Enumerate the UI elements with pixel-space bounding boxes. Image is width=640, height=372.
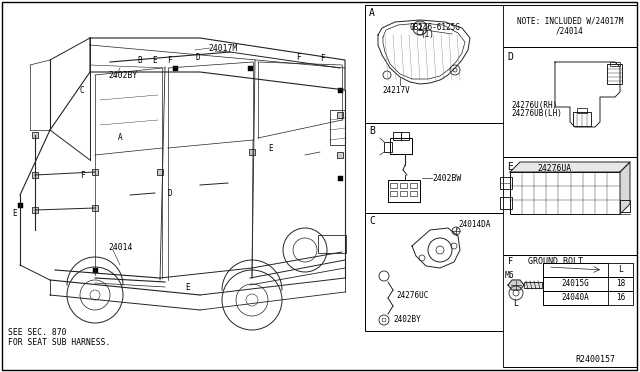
Text: (1): (1) [420,29,434,38]
Text: 2402BY: 2402BY [108,71,137,80]
Text: F: F [167,55,172,64]
Bar [503,157,637,255]
Bar [400,191,407,196]
Bar [577,108,587,113]
Text: 16: 16 [616,294,626,302]
Text: E: E [12,208,17,218]
Bar [388,180,420,202]
Polygon shape [510,162,630,172]
Text: 2402BY: 2402BY [393,315,420,324]
Bar [410,183,417,188]
Text: 24276UB(LH): 24276UB(LH) [511,109,562,118]
Text: D: D [195,52,200,61]
Bar [610,62,620,66]
Bar [500,197,512,209]
Text: NOTE: INCLUDED W/24017M
/24014: NOTE: INCLUDED W/24017M /24014 [517,16,623,35]
Bar [338,88,343,93]
Polygon shape [620,162,630,214]
Bar [543,291,608,305]
Bar [365,213,503,331]
Text: A: A [118,132,123,141]
Bar [390,138,412,154]
Bar [390,183,397,188]
Text: 2: 2 [418,23,422,32]
Text: L: L [619,266,623,275]
Text: 18: 18 [616,279,626,289]
Bar [393,132,401,140]
Bar [92,169,98,175]
Text: L: L [513,298,518,308]
Text: C: C [80,86,84,94]
Text: 24017M: 24017M [208,44,237,52]
Bar [543,277,608,291]
Text: 24040A: 24040A [561,294,589,302]
Bar [157,169,163,175]
Text: B: B [369,126,375,136]
Bar [500,177,512,189]
Text: D: D [507,52,513,62]
Text: 24276UA: 24276UA [538,164,572,173]
Bar [524,282,542,288]
Text: D: D [168,189,173,198]
Bar [337,152,343,158]
Bar [173,66,178,71]
Bar [503,5,637,47]
Text: A: A [369,8,375,18]
Text: E: E [268,144,273,153]
Text: 24217V: 24217V [382,86,410,94]
Bar [318,235,346,253]
Bar [543,263,633,277]
Bar [32,207,38,213]
Bar [543,291,633,305]
Text: F: F [320,54,324,62]
Bar [543,263,608,277]
Text: 0B146-6125G: 0B146-6125G [410,22,461,32]
Bar [503,255,637,367]
Text: B: B [137,55,141,64]
Text: SEE SEC. 870
FOR SEAT SUB HARNESS.: SEE SEC. 870 FOR SEAT SUB HARNESS. [8,328,110,347]
Text: F: F [296,52,301,61]
Bar [410,191,417,196]
Bar [365,5,503,123]
Bar [93,268,98,273]
Text: F: F [80,170,84,180]
Bar [249,149,255,155]
Bar [390,191,397,196]
Bar [573,112,591,126]
Text: 24014DA: 24014DA [458,219,490,228]
Text: E: E [507,162,513,172]
Polygon shape [508,280,524,290]
Bar [503,47,637,157]
Bar [365,123,503,213]
Bar [18,203,23,208]
Bar [338,176,343,181]
Bar [384,142,392,152]
Text: 24276U(RH): 24276U(RH) [511,100,557,109]
Text: F   GROUND BOLT: F GROUND BOLT [508,257,583,266]
Bar [620,200,630,212]
Bar [330,110,345,145]
Bar [510,172,620,214]
Bar [92,205,98,211]
Text: 24276UC: 24276UC [396,292,428,301]
Bar [248,66,253,71]
Bar [607,64,622,84]
Text: 24015G: 24015G [561,279,589,289]
Text: E: E [185,282,189,292]
Bar [400,183,407,188]
Text: R2400157: R2400157 [575,356,615,365]
Text: 24014: 24014 [108,244,132,253]
Text: 2402BW: 2402BW [432,173,461,183]
Bar [401,132,409,140]
Bar [32,172,38,178]
Bar [337,112,343,118]
Bar [32,132,38,138]
Text: M6: M6 [505,272,515,280]
Text: E: E [152,55,157,64]
Bar [543,277,633,291]
Text: C: C [369,216,375,226]
